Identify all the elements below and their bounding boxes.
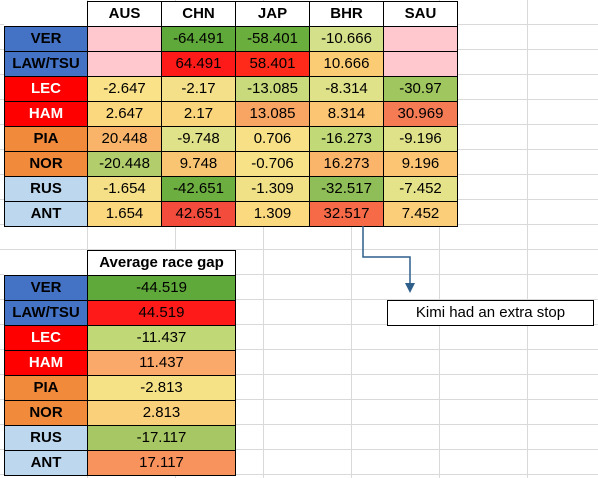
average-gap-cell[interactable]: -17.117	[87, 425, 236, 451]
gap-cell[interactable]: -10.666	[309, 26, 384, 52]
gap-cell[interactable]: -30.97	[383, 76, 458, 102]
average-gap-cell[interactable]: 11.437	[87, 350, 236, 376]
driver-label[interactable]: LEC	[4, 76, 88, 102]
race-header-row: AUS CHN JAP BHR SAU	[4, 1, 458, 27]
driver-label[interactable]: VER	[4, 26, 88, 52]
driver-label[interactable]: NOR	[4, 151, 88, 177]
gap-cell[interactable]: 9.196	[383, 151, 458, 177]
gap-cell[interactable]: -7.452	[383, 176, 458, 202]
gap-cell[interactable]: 13.085	[235, 101, 310, 127]
gap-cell[interactable]: 42.651	[161, 201, 236, 227]
table-row: ANT 1.654 42.651 1.309 32.517 7.452	[4, 201, 458, 227]
corner-cell	[4, 250, 88, 276]
gap-cell[interactable]: 64.491	[161, 51, 236, 77]
gap-cell[interactable]: 32.517	[309, 201, 384, 227]
gap-cell[interactable]: -2.647	[87, 76, 162, 102]
corner-cell	[4, 1, 88, 27]
gap-cell[interactable]: 30.969	[383, 101, 458, 127]
gap-cell[interactable]: -9.196	[383, 126, 458, 152]
average-header-row: Average race gap	[4, 250, 236, 276]
table-row: ANT 17.117	[4, 450, 236, 476]
driver-label[interactable]: VER	[4, 275, 88, 301]
table-row: LAW/TSU 44.519	[4, 300, 236, 326]
gap-cell[interactable]: 1.654	[87, 201, 162, 227]
gap-cell[interactable]: 8.314	[309, 101, 384, 127]
gap-cell[interactable]: -2.17	[161, 76, 236, 102]
table-row: LAW/TSU 64.491 58.401 10.666	[4, 51, 458, 77]
table-row: NOR -20.448 9.748 -0.706 16.273 9.196	[4, 151, 458, 177]
table-row: PIA 20.448 -9.748 0.706 -16.273 -9.196	[4, 126, 458, 152]
gap-cell[interactable]: 2.647	[87, 101, 162, 127]
gap-cell[interactable]: 9.748	[161, 151, 236, 177]
average-gap-cell[interactable]: -44.519	[87, 275, 236, 301]
gap-cell[interactable]: -13.085	[235, 76, 310, 102]
gap-cell[interactable]: -42.651	[161, 176, 236, 202]
driver-label[interactable]: PIA	[4, 375, 88, 401]
gap-cell[interactable]	[383, 26, 458, 52]
driver-label[interactable]: RUS	[4, 176, 88, 202]
gap-cell[interactable]: 1.309	[235, 201, 310, 227]
driver-label[interactable]: PIA	[4, 126, 88, 152]
gap-cell[interactable]	[383, 51, 458, 77]
driver-label[interactable]: ANT	[4, 450, 88, 476]
driver-label[interactable]: HAM	[4, 101, 88, 127]
table-row: HAM 11.437	[4, 350, 236, 376]
gap-cell[interactable]: -9.748	[161, 126, 236, 152]
gap-cell[interactable]: -16.273	[309, 126, 384, 152]
table-row: NOR 2.813	[4, 400, 236, 426]
table-row: PIA -2.813	[4, 375, 236, 401]
table-row: LEC -11.437	[4, 325, 236, 351]
average-gap-cell[interactable]: 17.117	[87, 450, 236, 476]
gap-cell[interactable]: 2.17	[161, 101, 236, 127]
average-gap-cell[interactable]: -11.437	[87, 325, 236, 351]
gap-cell[interactable]: 0.706	[235, 126, 310, 152]
table-row: HAM 2.647 2.17 13.085 8.314 30.969	[4, 101, 458, 127]
race-gap-table: AUS CHN JAP BHR SAU VER -64.491 -58.401 -10…	[4, 1, 458, 227]
table-row: VER -44.519	[4, 275, 236, 301]
race-header-jap[interactable]: JAP	[235, 1, 310, 27]
average-gap-cell[interactable]: 44.519	[87, 300, 236, 326]
gap-cell[interactable]: -32.517	[309, 176, 384, 202]
table-row: VER -64.491 -58.401 -10.666	[4, 26, 458, 52]
gap-cell[interactable]: -1.309	[235, 176, 310, 202]
race-header-bhr[interactable]: BHR	[309, 1, 384, 27]
driver-label[interactable]: HAM	[4, 350, 88, 376]
gap-cell[interactable]	[87, 51, 162, 77]
driver-label[interactable]: RUS	[4, 425, 88, 451]
driver-label[interactable]: LAW/TSU	[4, 51, 88, 77]
gap-cell[interactable]: -20.448	[87, 151, 162, 177]
table-row: RUS -1.654 -42.651 -1.309 -32.517 -7.452	[4, 176, 458, 202]
gap-cell[interactable]: -64.491	[161, 26, 236, 52]
table-row: LEC -2.647 -2.17 -13.085 -8.314 -30.97	[4, 76, 458, 102]
gap-cell[interactable]: -0.706	[235, 151, 310, 177]
average-header[interactable]: Average race gap	[87, 250, 236, 276]
gap-cell[interactable]: -58.401	[235, 26, 310, 52]
gap-cell[interactable]	[87, 26, 162, 52]
average-gap-table: Average race gap VER -44.519 LAW/TSU 44.519…	[4, 250, 236, 476]
gap-cell[interactable]: -8.314	[309, 76, 384, 102]
driver-label[interactable]: LEC	[4, 325, 88, 351]
race-header-chn[interactable]: CHN	[161, 1, 236, 27]
race-header-sau[interactable]: SAU	[383, 1, 458, 27]
gap-cell[interactable]: -1.654	[87, 176, 162, 202]
driver-label[interactable]: ANT	[4, 201, 88, 227]
gap-cell[interactable]: 10.666	[309, 51, 384, 77]
driver-label[interactable]: NOR	[4, 400, 88, 426]
note-textbox[interactable]: Kimi had an extra stop	[387, 300, 594, 326]
gap-cell[interactable]: 20.448	[87, 126, 162, 152]
gap-cell[interactable]: 16.273	[309, 151, 384, 177]
gap-cell[interactable]: 58.401	[235, 51, 310, 77]
race-header-aus[interactable]: AUS	[87, 1, 162, 27]
table-row: RUS -17.117	[4, 425, 236, 451]
average-gap-cell[interactable]: 2.813	[87, 400, 236, 426]
gap-cell[interactable]: 7.452	[383, 201, 458, 227]
average-gap-cell[interactable]: -2.813	[87, 375, 236, 401]
driver-label[interactable]: LAW/TSU	[4, 300, 88, 326]
